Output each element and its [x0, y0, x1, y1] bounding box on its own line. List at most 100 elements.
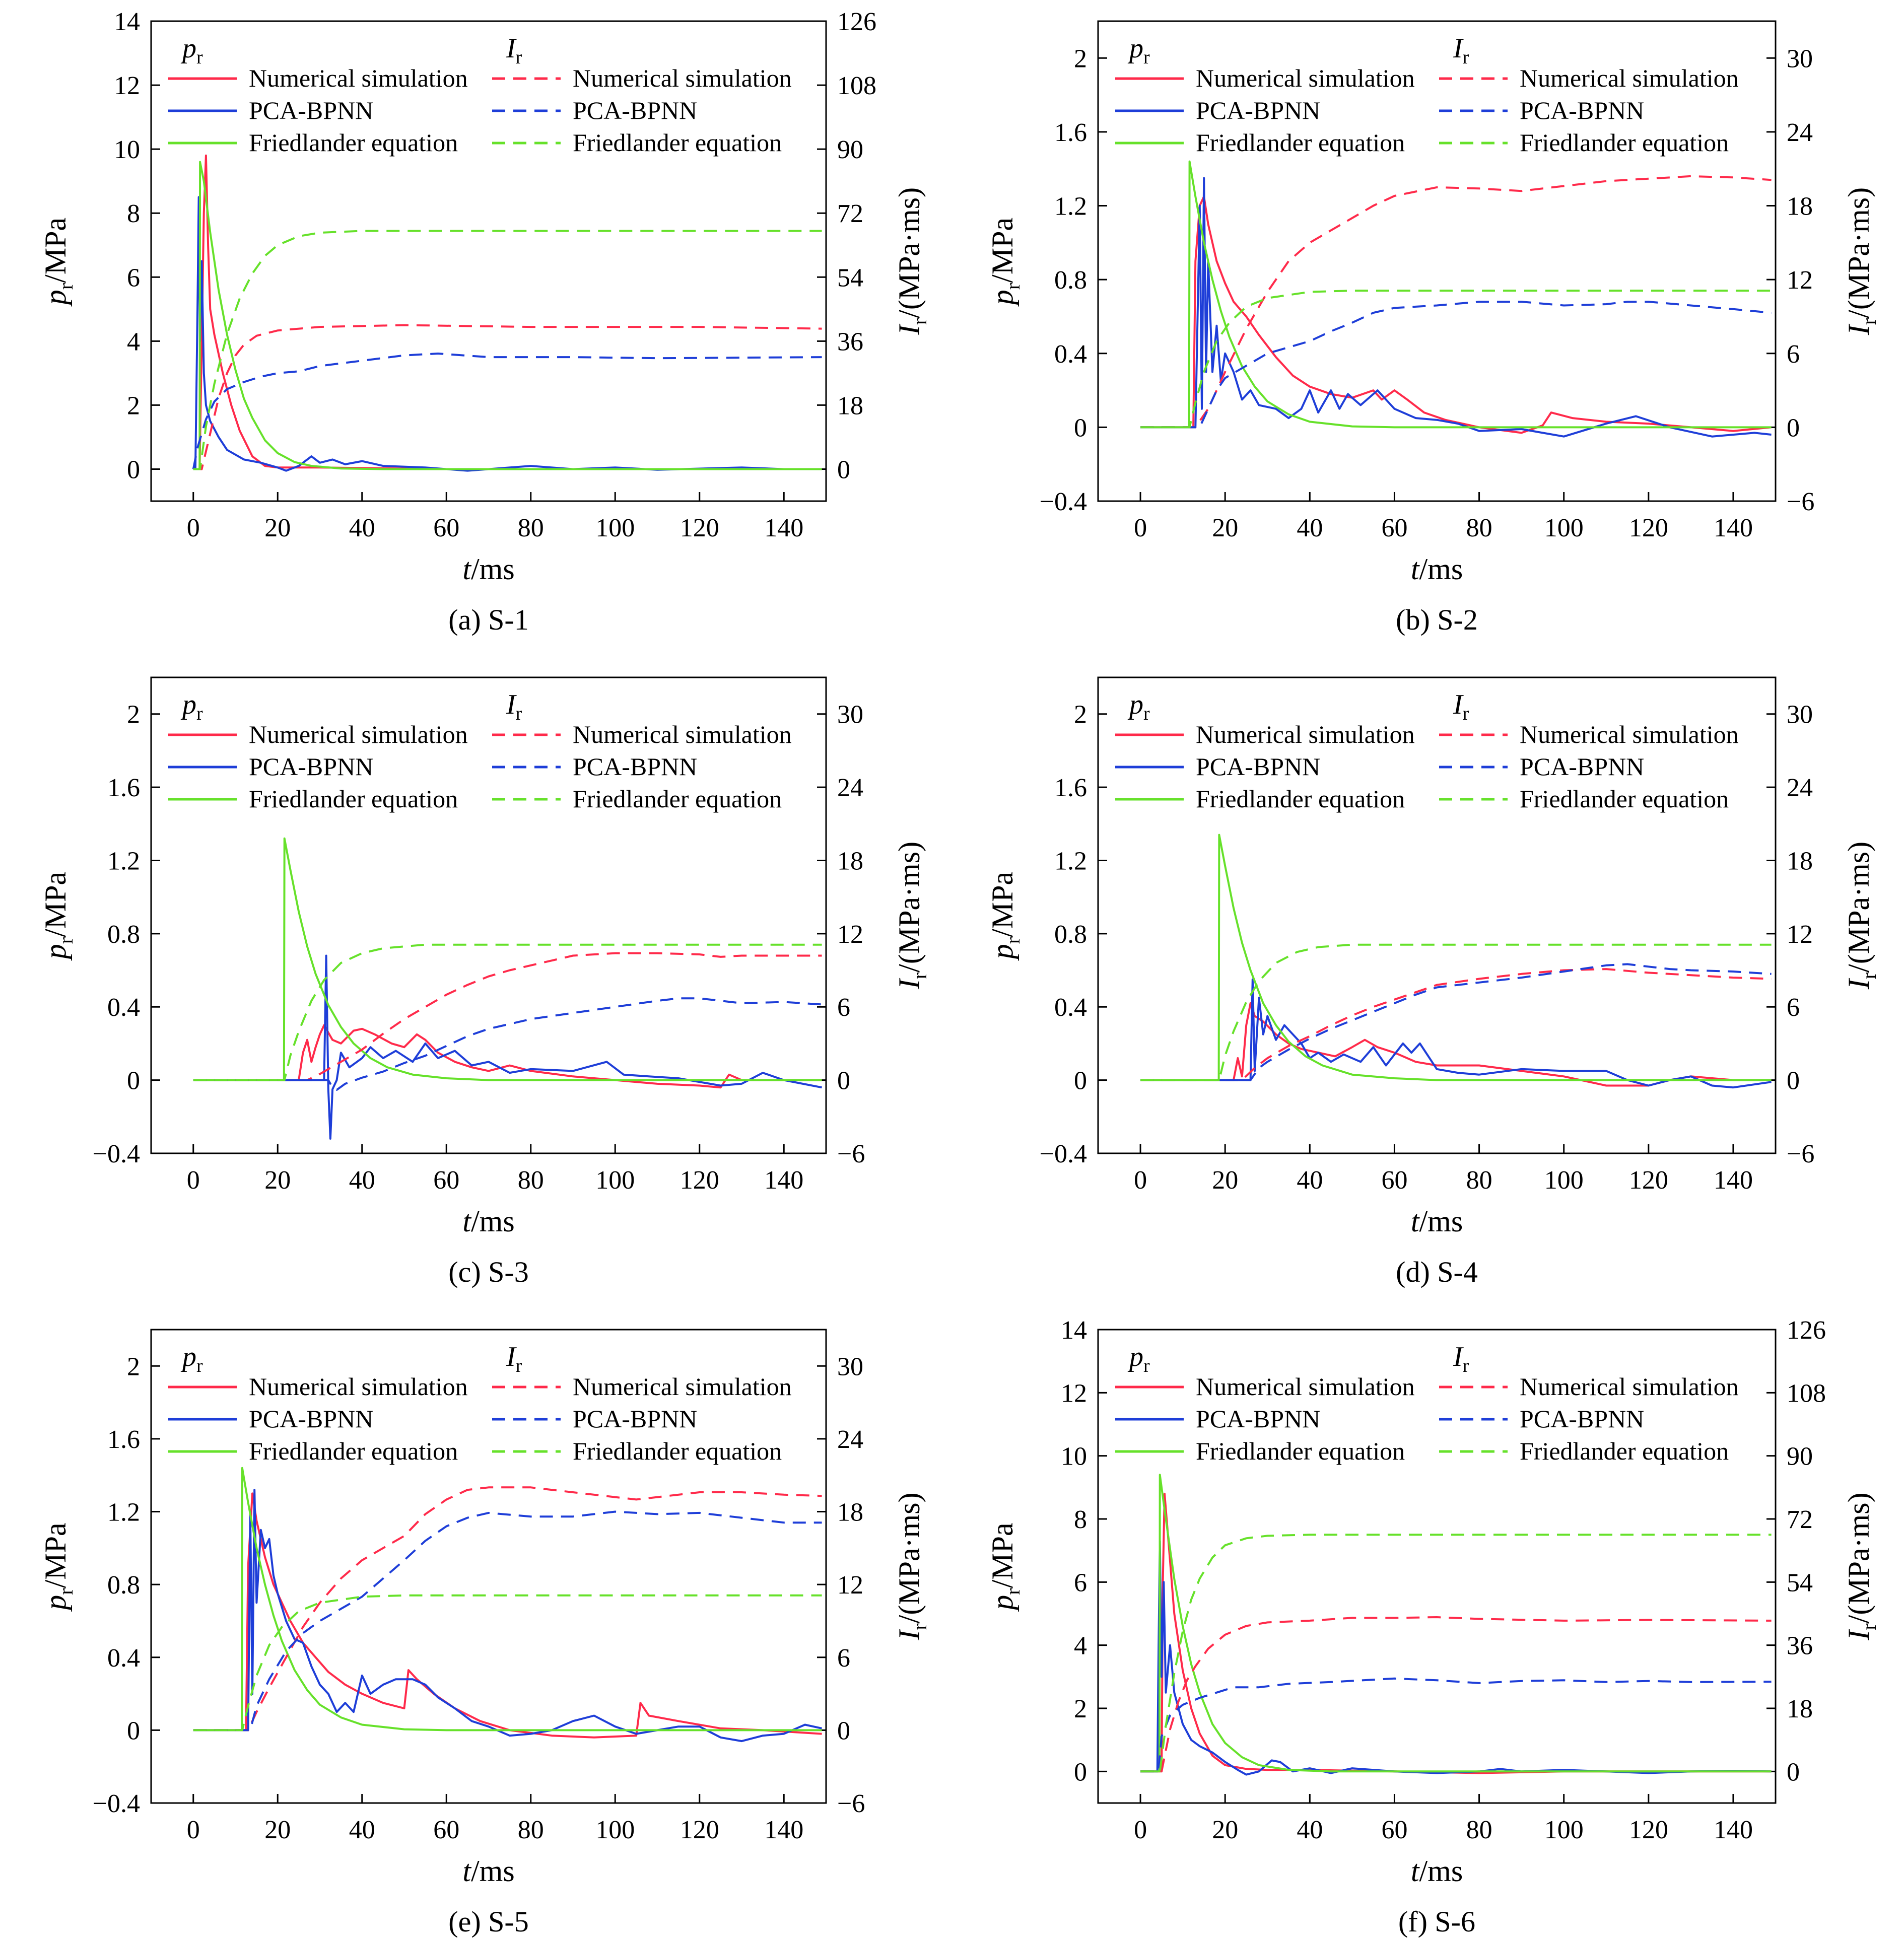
x-axis-label-var: t [1411, 1854, 1420, 1888]
y-right-tick-label: 0 [1787, 1758, 1800, 1786]
x-axis-label: t/ms [1411, 1205, 1463, 1238]
x-tick-label: 100 [1544, 1816, 1584, 1844]
legend-label-ir: Friedlander equation [573, 128, 782, 157]
y-left-tick-label: 4 [127, 327, 140, 356]
x-tick-label: 140 [1714, 1816, 1753, 1844]
y-left-tick-label: 2 [1074, 701, 1087, 729]
legend-header-ir-var: I [506, 1341, 517, 1372]
pca-bpnn-ir-line [193, 1510, 822, 1732]
y-right-tick-label: 108 [1787, 1379, 1826, 1408]
x-tick-label: 0 [187, 1166, 200, 1195]
y-right-tick-label: 12 [837, 920, 863, 949]
y-left-tick-label: 14 [1061, 1316, 1087, 1345]
y-left-tick-label: 0 [127, 1716, 140, 1745]
y-left-axis-label-sub: r [54, 1588, 77, 1595]
legend-header-pr-sub: r [196, 703, 203, 724]
legend-label-pr: Numerical simulation [249, 1372, 468, 1401]
y-left-tick-label: 2 [127, 391, 140, 420]
legend-label-ir: Numerical simulation [1520, 720, 1739, 748]
legend-header-ir-var: I [506, 33, 517, 64]
friedlander-equation-pr-line [193, 1467, 822, 1732]
y-left-tick-label: 1.2 [1054, 847, 1087, 875]
y-left-tick-label: 8 [127, 199, 140, 228]
y-left-tick-label: 0.4 [1054, 993, 1087, 1022]
x-tick-label: 80 [518, 1816, 544, 1844]
legend-label-pr: Friedlander equation [249, 785, 458, 813]
y-right-tick-label: −6 [837, 1140, 865, 1168]
y-right-tick-label: 12 [837, 1571, 863, 1600]
y-right-tick-label: 108 [837, 72, 876, 100]
chart-panel-2: 0 20 40 60 80 100 120 140 −0.4 0 0.4 0.8 1.2 1.6 2 −6 0 6… [986, 20, 1880, 636]
legend-header-pr-sub: r [1143, 47, 1150, 68]
pca-bpnn-pr-line [193, 1489, 823, 1743]
panel-caption: (a) S-1 [448, 603, 528, 636]
legend-label-pr: PCA-BPNN [1196, 1405, 1320, 1433]
x-axis-label-var: t [1411, 552, 1420, 586]
y-left-axis-label-var: p [39, 944, 72, 961]
chart-panel-6: 0 20 40 60 80 100 120 1400246810121401836547290… [986, 1316, 1880, 1938]
plot-frame [1097, 20, 1777, 502]
x-axis-label-var: t [462, 552, 471, 586]
y-left-tick-label: 2 [127, 1352, 140, 1381]
y-right-axis-label-sub: r [908, 973, 931, 979]
x-tick-label: 0 [187, 1816, 200, 1844]
x-axis-label-unit: /ms [1419, 552, 1463, 586]
friedlander-equation-pr-line [1140, 834, 1772, 1081]
legend-header-pr-var: p [180, 33, 196, 64]
x-tick-label: 40 [349, 514, 375, 542]
x-tick-label: 100 [595, 1816, 635, 1844]
x-axis-label: t/ms [462, 552, 514, 586]
y-left-tick-label: 0.8 [1054, 920, 1087, 949]
y-right-tick-label: 18 [837, 391, 863, 420]
y-left-tick-label: 1.2 [107, 1498, 140, 1527]
x-tick-label: 20 [1212, 514, 1238, 542]
y-left-tick-label: 0 [1074, 1067, 1087, 1095]
numerical-simulation-pr-line [193, 1024, 822, 1089]
x-tick-label: 20 [1212, 1816, 1238, 1844]
x-tick-label: 0 [187, 514, 200, 542]
y-right-tick-label: 12 [1787, 920, 1813, 949]
y-right-tick-label: 126 [837, 8, 876, 36]
plot-frame [150, 1329, 827, 1804]
y-right-tick-label: 18 [1787, 847, 1813, 875]
y-right-tick-label: 6 [1787, 993, 1800, 1022]
legend-header-pr: pr [180, 1341, 203, 1376]
y-left-axis-label-unit: /MPa [39, 1522, 72, 1588]
y-left-tick-label: 0 [1074, 413, 1087, 442]
legend-label-pr: Numerical simulation [249, 64, 468, 92]
legend-header-pr-sub: r [196, 1355, 203, 1376]
y-right-axis-label: Ir/(MPa·ms) [1842, 842, 1880, 990]
y-right-axis-label-var: I [893, 1629, 926, 1641]
legend-label-ir: Numerical simulation [1520, 64, 1739, 92]
y-right-tick-label: 90 [837, 135, 863, 164]
legend-header-pr: pr [1127, 689, 1150, 724]
y-left-axis-label-sub: r [54, 937, 77, 944]
y-right-tick-label: 36 [1787, 1632, 1813, 1660]
numerical-simulation-pr-line [193, 154, 822, 470]
numerical-simulation-pr-line [1140, 1002, 1772, 1087]
legend-header-pr-var: p [1127, 33, 1143, 64]
y-left-tick-label: 10 [1061, 1442, 1087, 1471]
legend-header-pr-var: p [180, 1341, 196, 1372]
y-right-tick-label: 0 [837, 1067, 850, 1095]
legend-label-pr: Friedlander equation [1196, 785, 1405, 813]
friedlander-equation-pr-line [193, 161, 822, 470]
legend-label-pr: Friedlander equation [1196, 128, 1405, 157]
y-right-tick-label: 6 [837, 1644, 850, 1673]
legend-header-ir-sub: r [516, 47, 522, 68]
y-right-axis-label-sub: r [1858, 1623, 1880, 1630]
y-right-tick-label: −6 [1787, 1140, 1814, 1168]
pca-bpnn-pr-line [1140, 177, 1772, 438]
y-left-tick-label: 0 [127, 1067, 140, 1095]
legend-header-pr-var: p [1127, 1341, 1143, 1372]
legend-label-ir: Friedlander equation [1520, 128, 1729, 157]
panel-caption: (e) S-5 [448, 1905, 528, 1938]
y-right-tick-label: 54 [1787, 1568, 1813, 1597]
y-left-axis-label: pr/MPa [39, 1522, 77, 1612]
x-axis-label: t/ms [462, 1205, 514, 1238]
plot-frame [1097, 1329, 1777, 1804]
y-left-tick-label: 4 [1074, 1632, 1087, 1660]
x-tick-label: 80 [1466, 1816, 1492, 1844]
